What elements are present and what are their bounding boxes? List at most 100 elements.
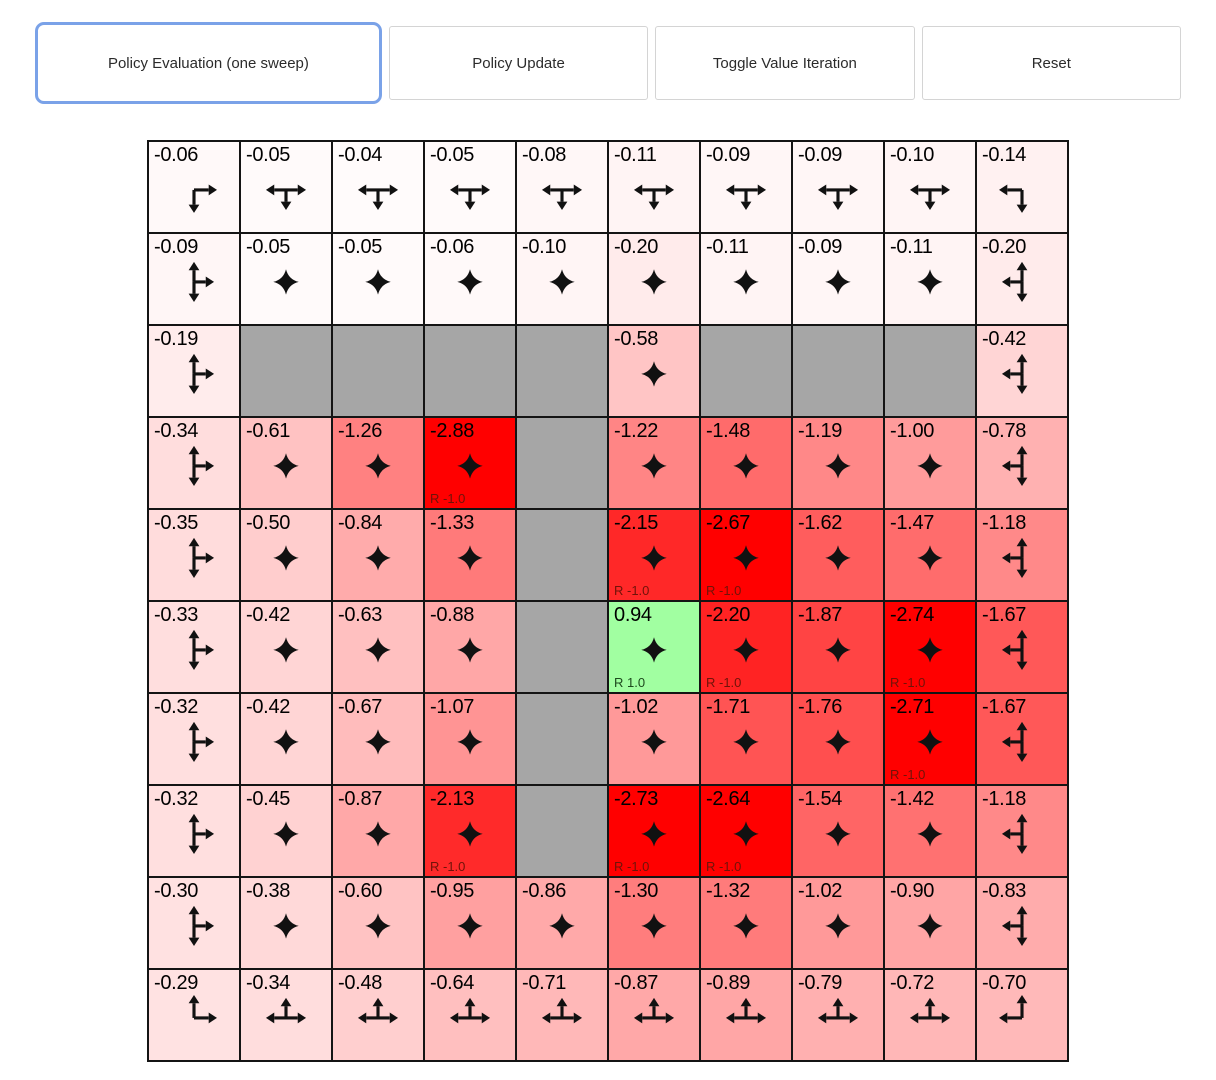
grid-cell[interactable]: -0.05 bbox=[240, 141, 332, 233]
grid-cell[interactable]: -0.09 bbox=[700, 141, 792, 233]
grid-cell[interactable]: -1.54 bbox=[792, 785, 884, 877]
grid-cell[interactable]: -0.90 bbox=[884, 877, 976, 969]
policy-update-button[interactable]: Policy Update bbox=[388, 26, 649, 100]
grid-cell[interactable]: -0.11 bbox=[700, 233, 792, 325]
grid-wall-cell[interactable] bbox=[792, 325, 884, 417]
grid-wall-cell[interactable] bbox=[516, 693, 608, 785]
grid-cell[interactable]: -0.42 bbox=[240, 601, 332, 693]
grid-cell[interactable]: -2.67 R -1.0 bbox=[700, 509, 792, 601]
grid-cell[interactable]: -1.18 bbox=[976, 785, 1068, 877]
grid-cell[interactable]: -0.10 bbox=[516, 233, 608, 325]
grid-cell[interactable]: -1.26 bbox=[332, 417, 424, 509]
grid-cell[interactable]: -0.04 bbox=[332, 141, 424, 233]
grid-cell[interactable]: -1.71 bbox=[700, 693, 792, 785]
grid-cell[interactable]: -0.63 bbox=[332, 601, 424, 693]
grid-cell[interactable]: -1.02 bbox=[608, 693, 700, 785]
grid-cell[interactable]: -2.73 R -1.0 bbox=[608, 785, 700, 877]
grid-cell[interactable]: -0.35 bbox=[148, 509, 240, 601]
grid-cell[interactable]: 0.94 R 1.0 bbox=[608, 601, 700, 693]
reset-button[interactable]: Reset bbox=[921, 26, 1181, 100]
grid-cell[interactable]: -1.22 bbox=[608, 417, 700, 509]
grid-cell[interactable]: -2.64 R -1.0 bbox=[700, 785, 792, 877]
grid-cell[interactable]: -0.95 bbox=[424, 877, 516, 969]
grid-cell[interactable]: -0.89 bbox=[700, 969, 792, 1061]
grid-cell[interactable]: -0.72 bbox=[884, 969, 976, 1061]
grid-cell[interactable]: -0.06 bbox=[424, 233, 516, 325]
grid-cell[interactable]: -0.05 bbox=[332, 233, 424, 325]
grid-cell[interactable]: -1.42 bbox=[884, 785, 976, 877]
grid-cell[interactable]: -0.10 bbox=[884, 141, 976, 233]
grid-cell[interactable]: -0.78 bbox=[976, 417, 1068, 509]
grid-cell[interactable]: -0.14 bbox=[976, 141, 1068, 233]
grid-cell[interactable]: -0.48 bbox=[332, 969, 424, 1061]
grid-cell[interactable]: -0.06 bbox=[148, 141, 240, 233]
grid-cell[interactable]: -2.74 R -1.0 bbox=[884, 601, 976, 693]
grid-wall-cell[interactable] bbox=[516, 785, 608, 877]
grid-cell[interactable]: -1.07 bbox=[424, 693, 516, 785]
grid-cell[interactable]: -2.15 R -1.0 bbox=[608, 509, 700, 601]
grid-cell[interactable]: -1.62 bbox=[792, 509, 884, 601]
grid-cell[interactable]: -0.34 bbox=[148, 417, 240, 509]
grid-wall-cell[interactable] bbox=[516, 509, 608, 601]
grid-cell[interactable]: -0.61 bbox=[240, 417, 332, 509]
grid-cell[interactable]: -1.18 bbox=[976, 509, 1068, 601]
grid-wall-cell[interactable] bbox=[332, 325, 424, 417]
grid-cell[interactable]: -0.09 bbox=[792, 233, 884, 325]
grid-cell[interactable]: -0.71 bbox=[516, 969, 608, 1061]
grid-cell[interactable]: -0.11 bbox=[884, 233, 976, 325]
grid-cell[interactable]: -0.38 bbox=[240, 877, 332, 969]
grid-cell[interactable]: -2.88 R -1.0 bbox=[424, 417, 516, 509]
grid-cell[interactable]: -0.84 bbox=[332, 509, 424, 601]
grid-cell[interactable]: -0.88 bbox=[424, 601, 516, 693]
grid-cell[interactable]: -0.11 bbox=[608, 141, 700, 233]
grid-cell[interactable]: -1.76 bbox=[792, 693, 884, 785]
grid-cell[interactable]: -0.05 bbox=[424, 141, 516, 233]
grid-cell[interactable]: -1.87 bbox=[792, 601, 884, 693]
grid-cell[interactable]: -0.20 bbox=[976, 233, 1068, 325]
grid-cell[interactable]: -1.02 bbox=[792, 877, 884, 969]
grid-cell[interactable]: -1.67 bbox=[976, 601, 1068, 693]
grid-cell[interactable]: -0.05 bbox=[240, 233, 332, 325]
grid-cell[interactable]: -1.19 bbox=[792, 417, 884, 509]
grid-cell[interactable]: -1.32 bbox=[700, 877, 792, 969]
grid-cell[interactable]: -0.64 bbox=[424, 969, 516, 1061]
grid-cell[interactable]: -0.58 bbox=[608, 325, 700, 417]
grid-cell[interactable]: -0.32 bbox=[148, 693, 240, 785]
grid-cell[interactable]: -0.83 bbox=[976, 877, 1068, 969]
grid-cell[interactable]: -0.34 bbox=[240, 969, 332, 1061]
grid-cell[interactable]: -2.13 R -1.0 bbox=[424, 785, 516, 877]
grid-cell[interactable]: -2.71 R -1.0 bbox=[884, 693, 976, 785]
grid-wall-cell[interactable] bbox=[516, 417, 608, 509]
grid-cell[interactable]: -1.47 bbox=[884, 509, 976, 601]
grid-wall-cell[interactable] bbox=[700, 325, 792, 417]
policy-evaluation-button[interactable]: Policy Evaluation (one sweep) bbox=[35, 22, 382, 104]
grid-wall-cell[interactable] bbox=[884, 325, 976, 417]
grid-cell[interactable]: -0.30 bbox=[148, 877, 240, 969]
grid-cell[interactable]: -0.87 bbox=[332, 785, 424, 877]
grid-cell[interactable]: -1.48 bbox=[700, 417, 792, 509]
grid-cell[interactable]: -0.33 bbox=[148, 601, 240, 693]
grid-cell[interactable]: -0.19 bbox=[148, 325, 240, 417]
grid-cell[interactable]: -0.86 bbox=[516, 877, 608, 969]
toggle-value-iteration-button[interactable]: Toggle Value Iteration bbox=[655, 26, 915, 100]
grid-wall-cell[interactable] bbox=[516, 325, 608, 417]
grid-cell[interactable]: -0.87 bbox=[608, 969, 700, 1061]
grid-cell[interactable]: -0.08 bbox=[516, 141, 608, 233]
grid-cell[interactable]: -0.32 bbox=[148, 785, 240, 877]
grid-cell[interactable]: -2.20 R -1.0 bbox=[700, 601, 792, 693]
grid-cell[interactable]: -0.67 bbox=[332, 693, 424, 785]
grid-wall-cell[interactable] bbox=[424, 325, 516, 417]
grid-wall-cell[interactable] bbox=[516, 601, 608, 693]
grid-cell[interactable]: -0.29 bbox=[148, 969, 240, 1061]
grid-cell[interactable]: -0.09 bbox=[148, 233, 240, 325]
grid-wall-cell[interactable] bbox=[240, 325, 332, 417]
grid-cell[interactable]: -1.33 bbox=[424, 509, 516, 601]
grid-cell[interactable]: -0.42 bbox=[240, 693, 332, 785]
grid-cell[interactable]: -0.20 bbox=[608, 233, 700, 325]
grid-cell[interactable]: -0.09 bbox=[792, 141, 884, 233]
grid-cell[interactable]: -0.60 bbox=[332, 877, 424, 969]
grid-cell[interactable]: -0.70 bbox=[976, 969, 1068, 1061]
grid-cell[interactable]: -0.45 bbox=[240, 785, 332, 877]
grid-cell[interactable]: -0.50 bbox=[240, 509, 332, 601]
grid-cell[interactable]: -1.67 bbox=[976, 693, 1068, 785]
